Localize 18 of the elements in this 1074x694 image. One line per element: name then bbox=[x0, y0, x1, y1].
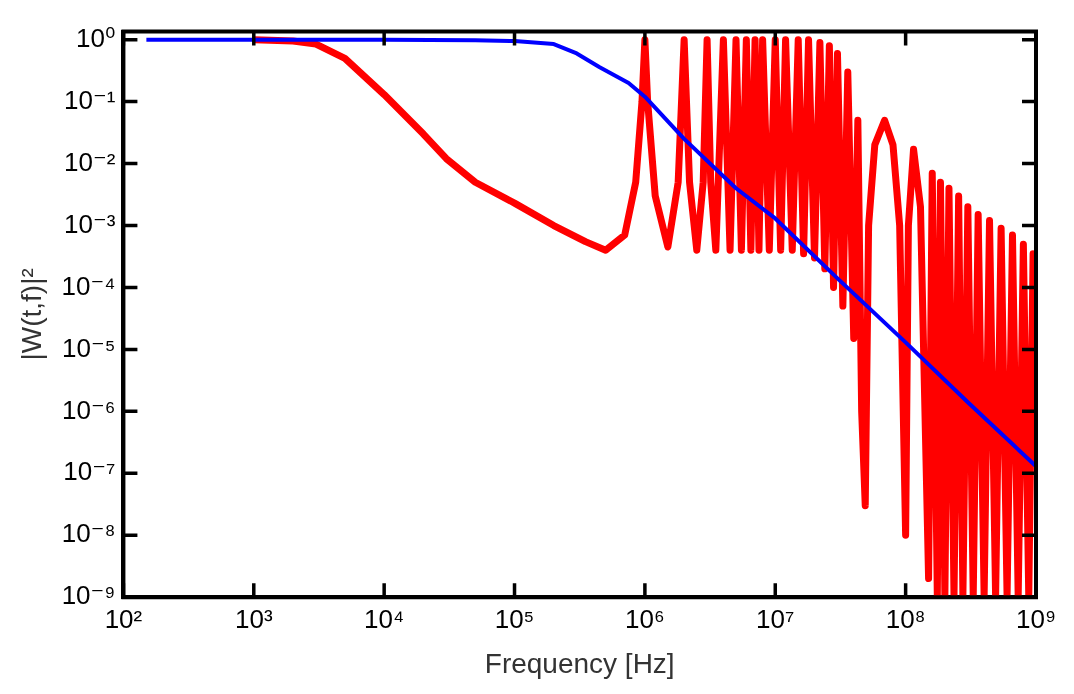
x-tick-label: 10⁵ bbox=[494, 603, 535, 634]
y-tick-label: 10⁻¹ bbox=[64, 84, 116, 115]
x-tick-label: 10⁸ bbox=[885, 603, 926, 634]
y-tick-label: 10⁻⁶ bbox=[62, 394, 116, 425]
y-tick-label: 10⁻⁷ bbox=[63, 456, 116, 487]
y-axis-title: |W(t,f)|² bbox=[15, 268, 47, 361]
x-tick-label: 10⁴ bbox=[364, 603, 405, 634]
y-tick-label: 10⁻⁵ bbox=[61, 332, 116, 363]
y-tick-label: 10⁻⁴ bbox=[61, 270, 116, 301]
x-tick-label: 10³ bbox=[235, 603, 273, 634]
y-tick-label: 10⁰ bbox=[76, 22, 116, 53]
y-tick-label: 10⁻⁸ bbox=[61, 518, 116, 549]
y-tick-label: 10⁻² bbox=[64, 146, 116, 177]
x-tick-label: 10⁷ bbox=[756, 603, 795, 634]
x-tick-label: 10⁹ bbox=[1015, 603, 1057, 634]
y-tick-label: 10⁻³ bbox=[64, 208, 116, 239]
x-axis-title: Frequency [Hz] bbox=[484, 647, 675, 679]
x-tick-label: 10⁶ bbox=[625, 603, 665, 634]
